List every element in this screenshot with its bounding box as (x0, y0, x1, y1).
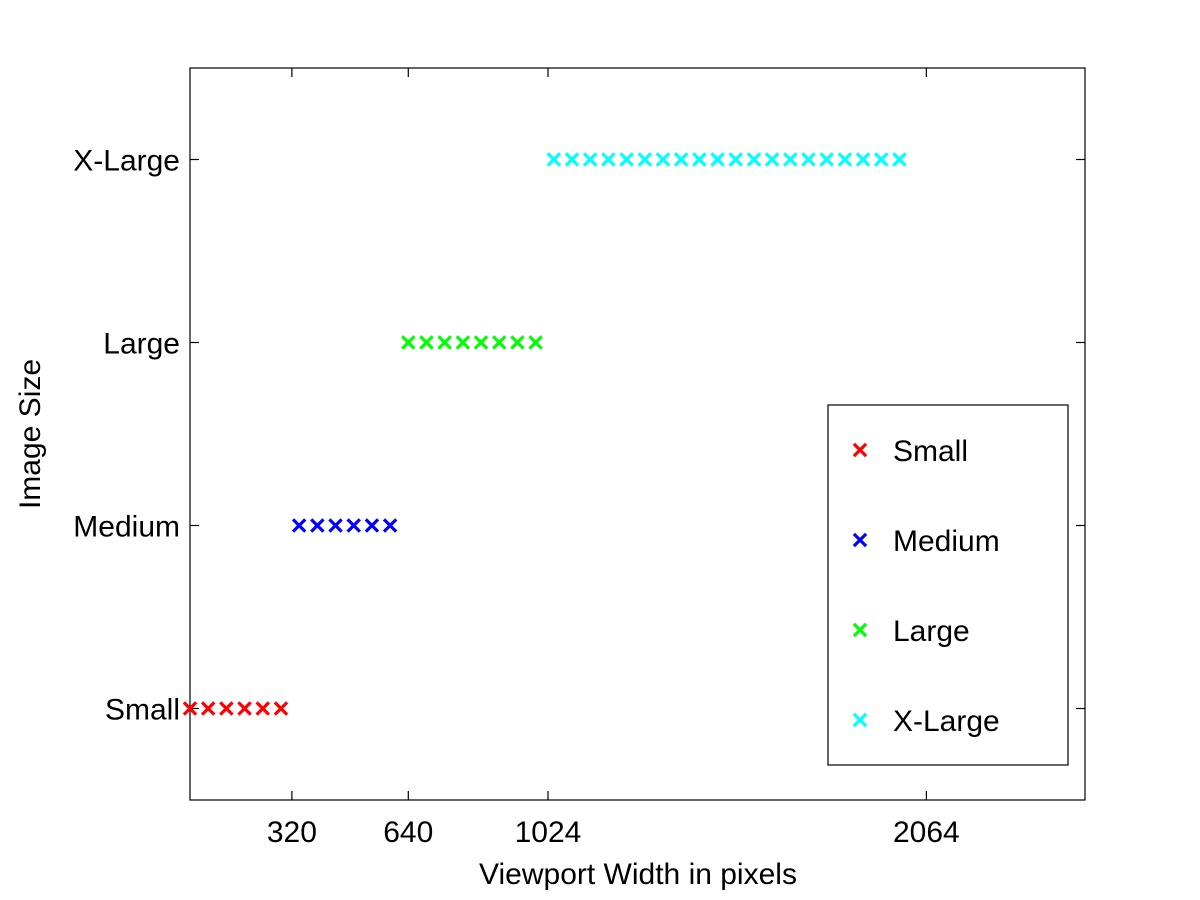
point-large (510, 335, 525, 350)
point-x-large (783, 152, 798, 167)
legend: Small Medium Large X-Large (827, 404, 1069, 766)
legend-marker (852, 442, 868, 458)
point-x-large (582, 152, 598, 167)
point-x-large (728, 152, 743, 167)
point-x-large (837, 152, 853, 167)
point-x-large (601, 152, 616, 167)
point-small (255, 701, 271, 716)
point-large (491, 335, 507, 350)
point-x-large (873, 152, 889, 167)
point-small (200, 701, 216, 716)
point-x-large (692, 152, 707, 167)
point-small (182, 701, 198, 716)
point-medium (291, 518, 307, 533)
legend-item: Medium (852, 525, 1000, 558)
point-x-large (710, 152, 725, 167)
point-x-large (819, 152, 834, 167)
point-x-large (764, 152, 780, 167)
legend-item: X-Large (852, 705, 1000, 738)
point-x-large (655, 152, 671, 167)
y-tick-label: Medium (73, 511, 180, 544)
point-large (419, 335, 434, 350)
legend-label: Medium (893, 525, 1000, 558)
legend-item: Large (852, 615, 970, 648)
legend-label: Large (893, 615, 970, 648)
legend-marker (852, 712, 868, 728)
y-axis-label: Image Size (14, 359, 47, 509)
point-x-large (619, 152, 634, 167)
y-tick-label: X-Large (73, 145, 180, 178)
point-medium (364, 518, 380, 533)
x-tick-label: 2064 (893, 816, 960, 849)
data-points (182, 152, 907, 716)
point-x-large (892, 152, 907, 167)
point-large (455, 335, 471, 350)
x-tick-label: 1024 (515, 816, 582, 849)
point-x-large (855, 152, 871, 167)
point-x-large (673, 152, 689, 167)
point-small (237, 701, 252, 716)
point-medium (382, 518, 398, 533)
legend-marker (852, 532, 868, 548)
legend-marker (852, 622, 868, 638)
point-large (401, 335, 416, 350)
point-x-large (564, 152, 580, 167)
point-large (437, 335, 452, 350)
point-large (473, 335, 489, 350)
legend-item: Small (852, 435, 968, 468)
point-medium (346, 518, 361, 533)
point-medium (310, 518, 325, 533)
x-tick-label: 640 (383, 816, 433, 849)
point-large (528, 335, 543, 350)
y-tick-label: Large (103, 328, 180, 361)
legend-label: X-Large (893, 705, 1000, 738)
x-axis: 320 640 1024 2064 (267, 68, 960, 849)
point-x-large (546, 152, 562, 167)
point-x-large (746, 152, 762, 167)
point-small (219, 701, 234, 716)
x-axis-label: Viewport Width in pixels (479, 858, 797, 891)
point-x-large (637, 152, 653, 167)
y-tick-label: Small (105, 694, 180, 727)
y-axis: Small Medium Large X-Large (73, 145, 1085, 727)
point-x-large (801, 152, 816, 167)
x-tick-label: 320 (267, 816, 317, 849)
legend-label: Small (893, 435, 968, 468)
legend-box (827, 404, 1069, 766)
point-medium (328, 518, 343, 533)
point-small (273, 701, 289, 716)
